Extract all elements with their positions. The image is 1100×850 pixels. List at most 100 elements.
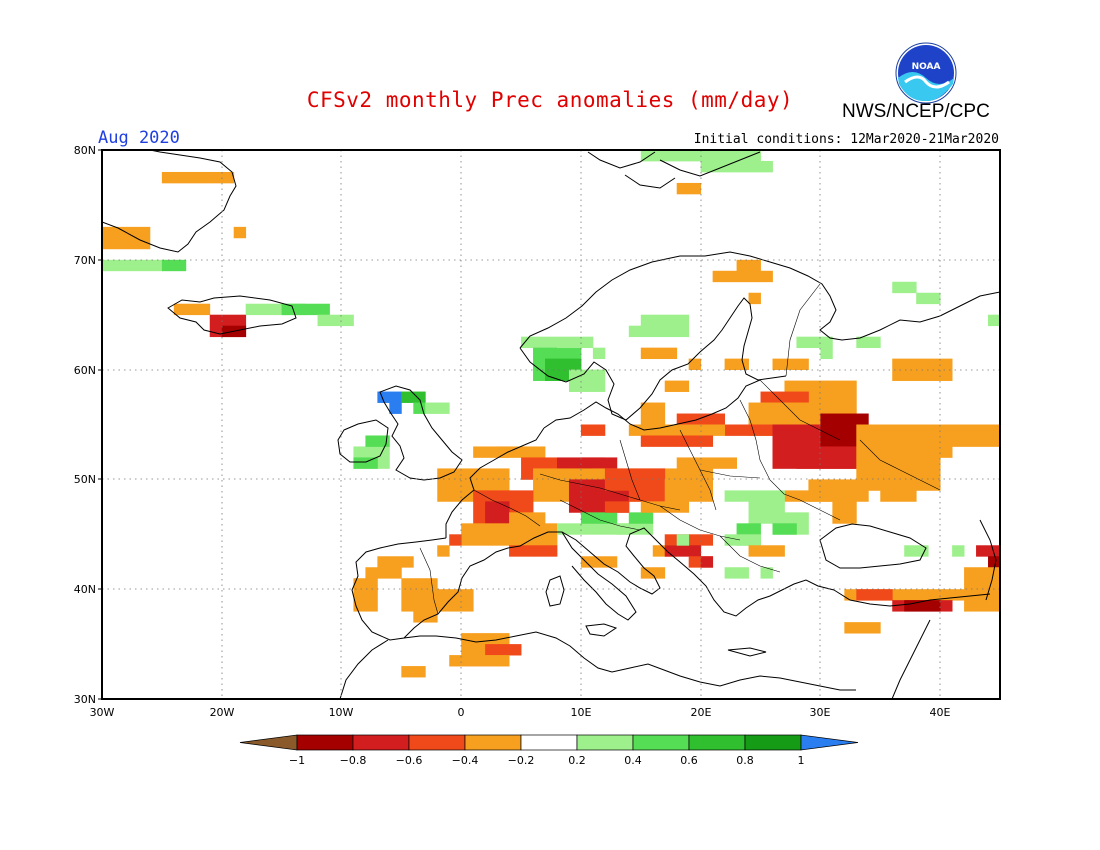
legend-swatch <box>632 734 690 751</box>
anomaly-cell <box>856 424 953 458</box>
lat-label: 40N <box>74 583 96 596</box>
anomaly-cell <box>461 523 558 546</box>
anomaly-cell <box>664 545 702 557</box>
legend-label: 0.6 <box>680 754 698 767</box>
anomaly-cell <box>904 600 941 612</box>
anomaly-shading <box>102 150 1000 678</box>
legend-label: 0.2 <box>568 754 586 767</box>
anomaly-cell <box>437 589 474 612</box>
anomaly-cell <box>688 358 702 370</box>
anomaly-cell <box>413 611 438 623</box>
anomaly-cell <box>820 347 833 360</box>
anomaly-cell <box>580 424 606 436</box>
legend-label: −0.4 <box>452 754 479 767</box>
anomaly-cell <box>724 358 749 370</box>
color-legend: −1 −0.8 −0.6 −0.4 −0.2 0.2 0.4 0.6 0.8 1 <box>239 734 859 767</box>
anomaly-cell <box>640 314 690 338</box>
lon-label: 20W <box>210 706 235 719</box>
anomaly-cell <box>916 292 941 305</box>
anomaly-cell <box>568 369 606 392</box>
legend-label: −0.2 <box>508 754 535 767</box>
legend-swatch <box>296 734 354 751</box>
anomaly-cell <box>401 666 426 678</box>
anomaly-cell <box>832 424 857 436</box>
anomaly-cell <box>736 259 761 272</box>
legend-label: −1 <box>289 754 305 767</box>
legend-label: 0.4 <box>624 754 642 767</box>
anomaly-cell <box>365 567 402 579</box>
anomaly-cell <box>353 457 378 469</box>
lon-label: 30E <box>810 706 831 719</box>
svg-text:NOAA: NOAA <box>912 62 941 72</box>
lon-label: 10W <box>329 706 354 719</box>
anomaly-cell <box>449 534 462 546</box>
anomaly-cell <box>389 402 402 414</box>
anomaly-cell <box>664 479 714 502</box>
legend-swatch <box>464 734 522 751</box>
anomaly-cell <box>784 490 833 502</box>
lon-label: 10E <box>571 706 592 719</box>
noaa-logo: NOAA <box>895 42 957 104</box>
anomaly-cell <box>580 512 618 524</box>
lon-label: 40E <box>930 706 951 719</box>
anomaly-cell <box>640 567 666 579</box>
anomaly-cell <box>724 490 785 502</box>
anomaly-cell <box>449 655 510 667</box>
lat-label: 30N <box>74 693 96 706</box>
anomaly-cell <box>425 402 450 414</box>
legend-label: 1 <box>798 754 805 767</box>
anomaly-cell <box>892 281 917 294</box>
lon-label: 0 <box>458 706 465 719</box>
anomaly-cell <box>509 512 546 524</box>
anomaly-cell <box>880 479 917 502</box>
anomaly-cell <box>988 314 1000 327</box>
legend-label: −0.8 <box>340 754 367 767</box>
anomaly-cell <box>556 336 594 349</box>
anomaly-cell <box>676 182 702 195</box>
anomaly-cell <box>640 435 714 447</box>
anomaly-cell <box>413 402 426 414</box>
anomaly-cell <box>772 523 797 535</box>
anomaly-cell <box>473 446 510 458</box>
anomaly-cell <box>353 578 378 612</box>
forecast-month: Aug 2020 <box>98 128 180 148</box>
legend-swatch <box>352 734 410 751</box>
anomaly-cell <box>413 600 426 612</box>
graticule <box>102 150 1000 699</box>
anomaly-cell <box>748 545 785 557</box>
anomaly-cell <box>580 457 618 469</box>
anomaly-cell <box>796 457 881 469</box>
anomaly-cell <box>676 413 726 425</box>
legend-arrow-high <box>800 734 859 751</box>
anomaly-cell <box>760 567 773 579</box>
anomaly-cell <box>102 226 151 250</box>
anomaly-cell <box>377 556 414 568</box>
legend-swatch <box>576 734 634 751</box>
anomaly-cell <box>161 171 235 184</box>
legend-arrow-low <box>239 734 298 751</box>
anomaly-cell <box>724 567 749 579</box>
anomaly-cell <box>485 501 510 524</box>
anomaly-cell <box>497 446 546 458</box>
anomaly-cell <box>628 512 654 524</box>
anomaly-cell <box>485 644 522 656</box>
anomaly-cell <box>712 270 773 283</box>
anomaly-cell <box>628 325 642 338</box>
lat-ticks <box>98 149 102 700</box>
anomaly-cell <box>832 501 857 524</box>
anomaly-cell <box>724 424 773 436</box>
anomaly-cell <box>676 534 690 546</box>
anomaly-cell <box>521 336 558 349</box>
anomaly-cell <box>556 523 630 535</box>
anomaly-cell <box>724 534 761 546</box>
longitude-labels: 30W 20W 10W 0 10E 20E 30E 40E <box>90 706 951 719</box>
anomaly-cell <box>712 457 737 469</box>
lon-label: 30W <box>90 706 115 719</box>
map-frame <box>101 149 1001 700</box>
agency-label: NWS/NCEP/CPC <box>842 101 990 122</box>
anomaly-cell <box>700 160 773 173</box>
anomaly-cell <box>700 468 714 480</box>
country-borders <box>419 283 941 615</box>
anomaly-cell <box>604 468 666 491</box>
anomaly-cell <box>592 347 606 360</box>
